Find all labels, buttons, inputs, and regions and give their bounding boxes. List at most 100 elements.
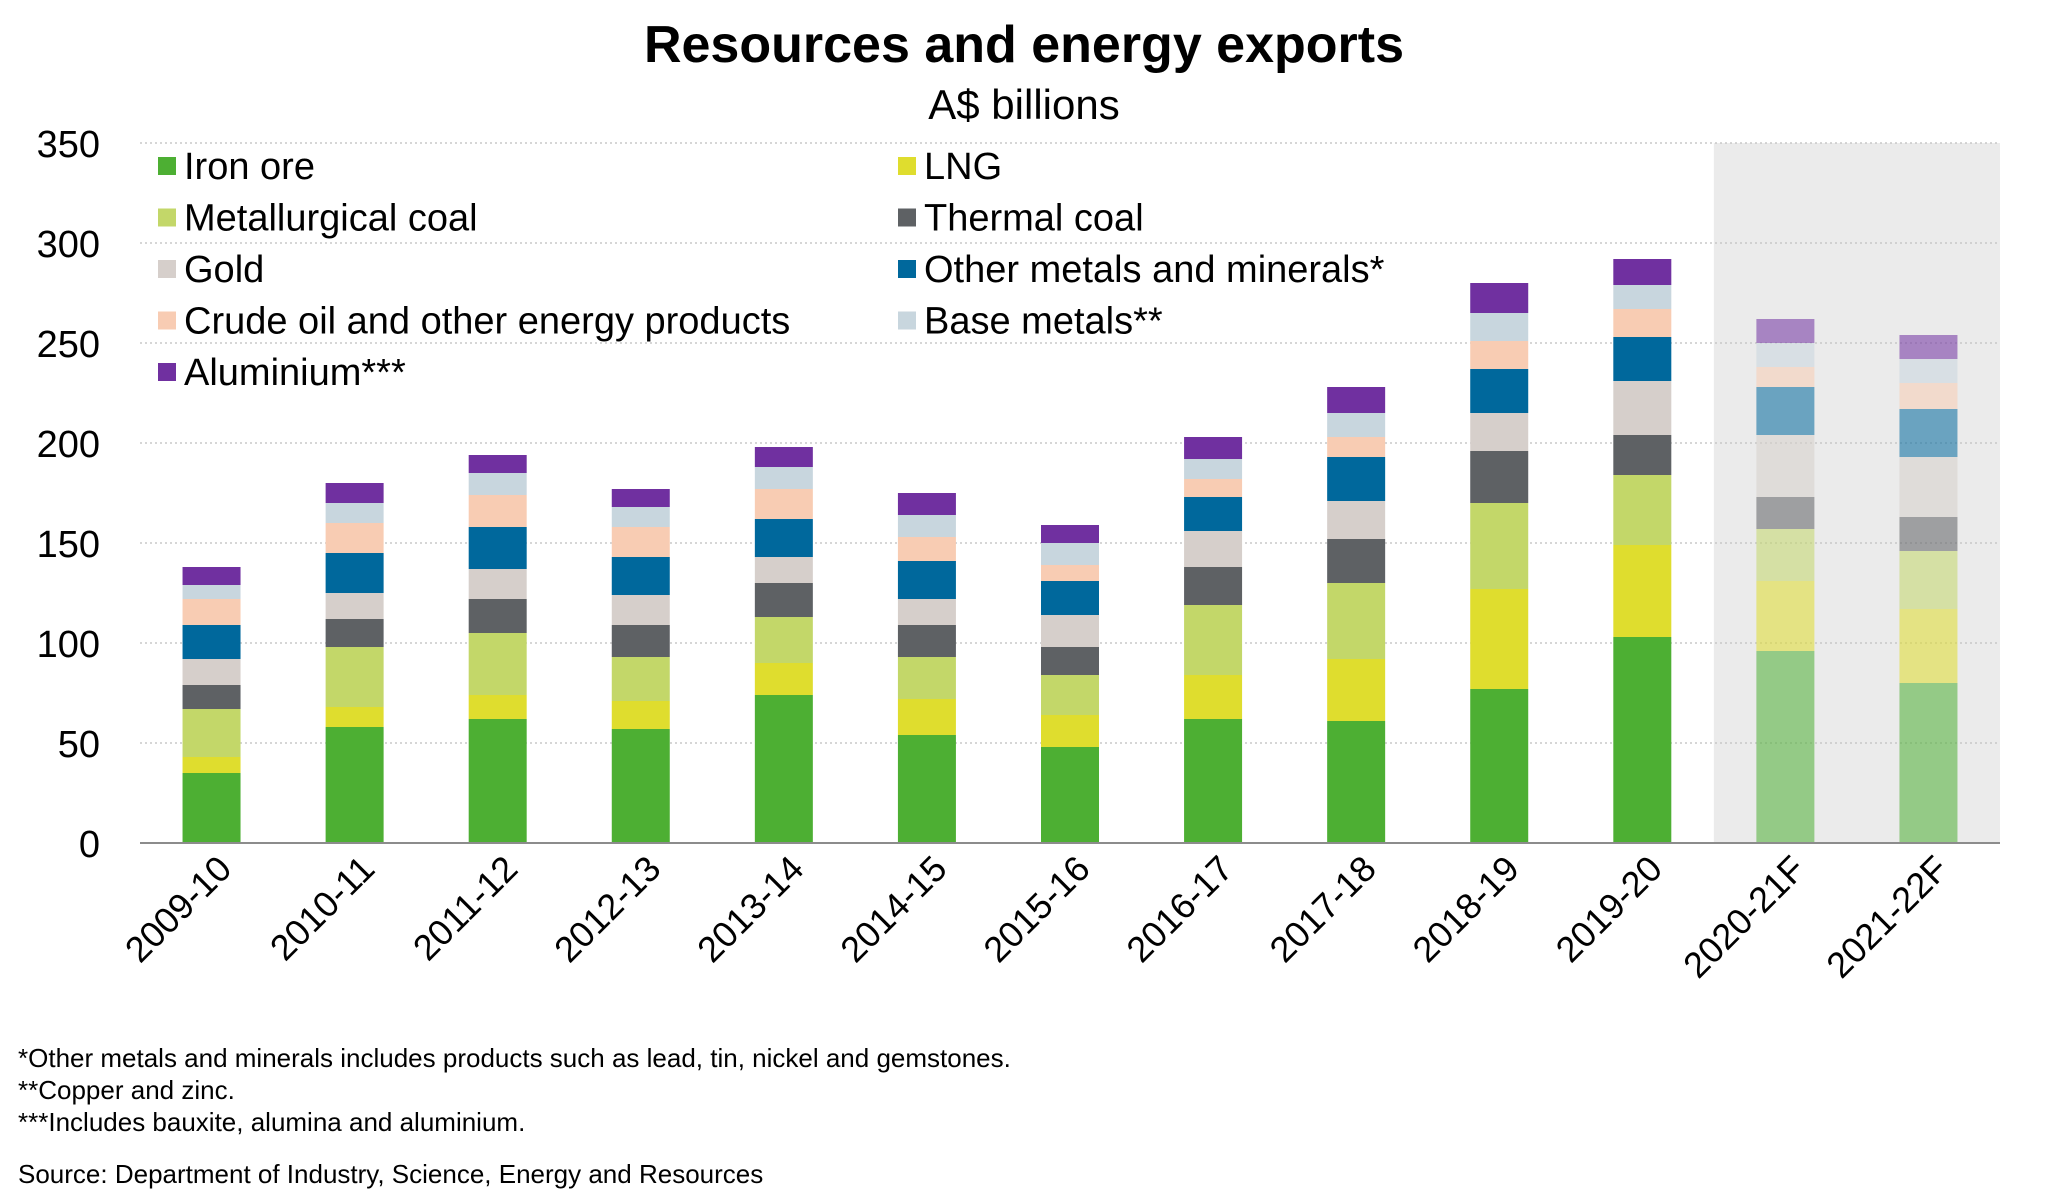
y-tick-label: 100 — [37, 624, 100, 666]
bar-segment — [325, 593, 384, 619]
x-tick-label: 2018-19 — [1404, 848, 1526, 970]
y-tick-label: 200 — [37, 424, 100, 466]
bar-segment — [897, 599, 956, 625]
x-tick-label: 2011-12 — [405, 848, 526, 969]
y-tick-label: 0 — [79, 824, 100, 866]
bar-segment — [325, 523, 384, 553]
x-tick-label: 2009-10 — [117, 848, 239, 970]
bar-segment — [754, 695, 813, 843]
bar-segment — [1899, 551, 1958, 609]
bar-segment — [1041, 647, 1099, 675]
bar-segment — [611, 595, 670, 625]
x-tick-label: 2013-14 — [689, 848, 811, 970]
legend-item: Aluminium*** — [158, 352, 406, 394]
bar-segment — [325, 619, 384, 647]
bar-segment — [1899, 335, 1958, 359]
x-tick-label: 2015-16 — [975, 848, 1097, 970]
bar-segment — [1041, 565, 1099, 581]
y-tick-label: 50 — [58, 724, 100, 766]
legend-label: Thermal coal — [924, 198, 1144, 240]
x-tick-label: 2021-22F — [1818, 848, 1956, 986]
y-tick-label: 300 — [37, 224, 100, 266]
bar-segment — [1041, 581, 1099, 615]
legend-item: Other metals and minerals* — [898, 249, 1385, 291]
bar-segment — [1756, 581, 1815, 651]
bar-segment — [1327, 659, 1386, 721]
bar-segment — [1041, 747, 1099, 843]
legend-label: Iron ore — [184, 146, 315, 188]
legend-swatch — [898, 311, 916, 330]
bar-segment — [611, 701, 670, 729]
bar-segment — [182, 659, 241, 685]
bar-segment — [1470, 341, 1529, 369]
bar-segment — [1041, 615, 1099, 647]
bar-segment — [1327, 501, 1386, 539]
bar-segment — [1041, 675, 1099, 715]
bar-segment — [325, 483, 384, 503]
bar-segment — [754, 447, 813, 467]
legend-label: Base metals** — [924, 301, 1163, 343]
bar-segment — [754, 489, 813, 519]
bar-segment — [897, 735, 956, 843]
bar-segment — [1756, 435, 1815, 497]
legend-label: Gold — [184, 249, 264, 291]
bar-segment — [1756, 497, 1815, 529]
bar-segment — [1613, 637, 1672, 843]
bar-segment — [1184, 719, 1243, 843]
bar-segment — [182, 757, 241, 773]
bar-segment — [468, 633, 527, 695]
bar-segment — [1613, 309, 1672, 337]
x-tick-label: 2019-20 — [1548, 848, 1670, 970]
bar-segment — [1899, 409, 1958, 457]
bar-segment — [1041, 543, 1099, 565]
chart-title: Resources and energy exports — [643, 16, 1405, 74]
bar-segment — [1184, 497, 1243, 531]
bar-segment — [611, 657, 670, 701]
legend-swatch — [158, 311, 176, 330]
bar-segment — [1756, 343, 1815, 367]
bar-segment — [754, 617, 813, 663]
bar-segment — [182, 599, 241, 625]
legend-swatch — [158, 363, 176, 381]
legend-item: Gold — [158, 249, 264, 291]
bar-segment — [468, 599, 527, 633]
bar-segment — [897, 493, 956, 515]
x-tick-label: 2012-13 — [546, 848, 668, 970]
bar-segment — [468, 473, 527, 495]
legend-label: Aluminium*** — [184, 352, 406, 394]
bar-segment — [1327, 437, 1386, 457]
bar-segment — [1327, 721, 1386, 843]
x-tick-label: 2016-17 — [1118, 848, 1240, 970]
bar-segment — [1184, 437, 1243, 459]
bar-segment — [1899, 609, 1958, 683]
bar-segment — [325, 727, 384, 843]
x-tick-label: 2020-21F — [1675, 848, 1813, 986]
bar-segment — [754, 519, 813, 557]
y-tick-label: 150 — [37, 524, 100, 566]
bar-segment — [897, 699, 956, 735]
bar-segment — [1470, 451, 1529, 503]
footnote-other-metals: *Other metals and minerals includes prod… — [18, 1043, 1011, 1073]
bar-segment — [182, 567, 241, 585]
bar-segment — [754, 583, 813, 617]
bar-segment — [1756, 367, 1815, 387]
bar-segment — [325, 707, 384, 727]
y-tick-label: 350 — [37, 124, 100, 166]
bar-segment — [1470, 313, 1529, 341]
bar-segment — [897, 515, 956, 537]
legend-swatch — [158, 157, 176, 175]
legend-item: Base metals** — [898, 301, 1163, 343]
bar-segment — [611, 527, 670, 557]
bar-segment — [1899, 517, 1958, 551]
bar-segment — [182, 585, 241, 599]
y-tick-label: 250 — [37, 324, 100, 366]
bar-segment — [1184, 605, 1243, 675]
legend-label: LNG — [924, 146, 1002, 188]
footnote-base-metals: **Copper and zinc. — [18, 1075, 235, 1105]
bar-segment — [1327, 539, 1386, 583]
legend-item: LNG — [898, 146, 1002, 188]
bar-segment — [754, 663, 813, 695]
legend-swatch — [898, 208, 916, 227]
bar-segment — [325, 647, 384, 707]
